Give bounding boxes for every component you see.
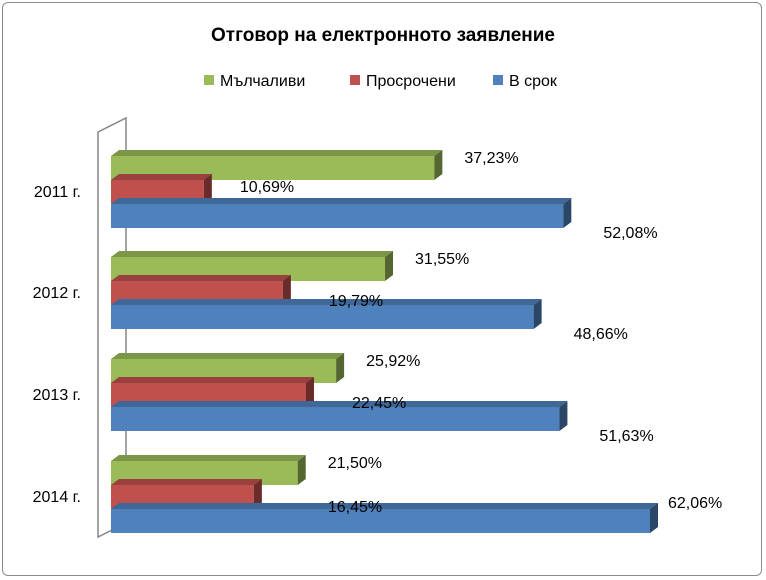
legend-swatch-2: [350, 75, 360, 85]
data-labels: 37,23% 10,69% 52,08% 31,55% 19,79% 48,66% 25,9…: [240, 150, 722, 516]
bar-2-в-срок: [111, 299, 542, 329]
data-label-4-просрочени: 16,45%: [328, 499, 382, 516]
legend-swatch-3: [493, 75, 503, 85]
tick-label-1: 2011 г.: [34, 184, 81, 201]
bar-4-в-срок: [111, 503, 658, 533]
chart-title: Отговор на електронното заявление: [211, 25, 555, 46]
data-label-2-мълчаливи: 31,55%: [415, 251, 469, 268]
legend-swatch-1: [204, 75, 214, 85]
tick-label-2: 2012 г.: [33, 285, 81, 302]
bar-3-в-срок: [111, 401, 568, 431]
data-label-1-просрочени: 10,69%: [240, 179, 294, 196]
bars: [111, 150, 658, 533]
data-label-3-мълчаливи: 25,92%: [366, 353, 420, 370]
data-label-2-просрочени: 19,79%: [329, 293, 383, 310]
bar-1-в-срок: [111, 198, 572, 228]
tick-labels: 2011 г. 2012 г. 2013 г. 2014 г.: [33, 184, 81, 506]
legend-label-2: Просрочени: [366, 73, 456, 90]
data-label-2-в-срок: 48,66%: [574, 326, 628, 343]
data-label-3-просрочени: 22,45%: [352, 395, 406, 412]
tick-label-4: 2014 г.: [33, 489, 81, 506]
data-label-3-в-срок: 51,63%: [599, 428, 653, 445]
tick-label-3: 2013 г.: [33, 387, 81, 404]
data-label-4-мълчаливи: 21,50%: [328, 455, 382, 472]
legend-label-1: Мълчаливи: [220, 73, 305, 90]
data-label-4-в-срок: 62,06%: [668, 495, 722, 512]
data-label-1-в-срок: 52,08%: [603, 225, 657, 242]
legend: Мълчаливи Просрочени В срок: [204, 73, 558, 90]
data-label-1-мълчаливи: 37,23%: [464, 150, 518, 167]
legend-label-3: В срок: [509, 73, 558, 90]
